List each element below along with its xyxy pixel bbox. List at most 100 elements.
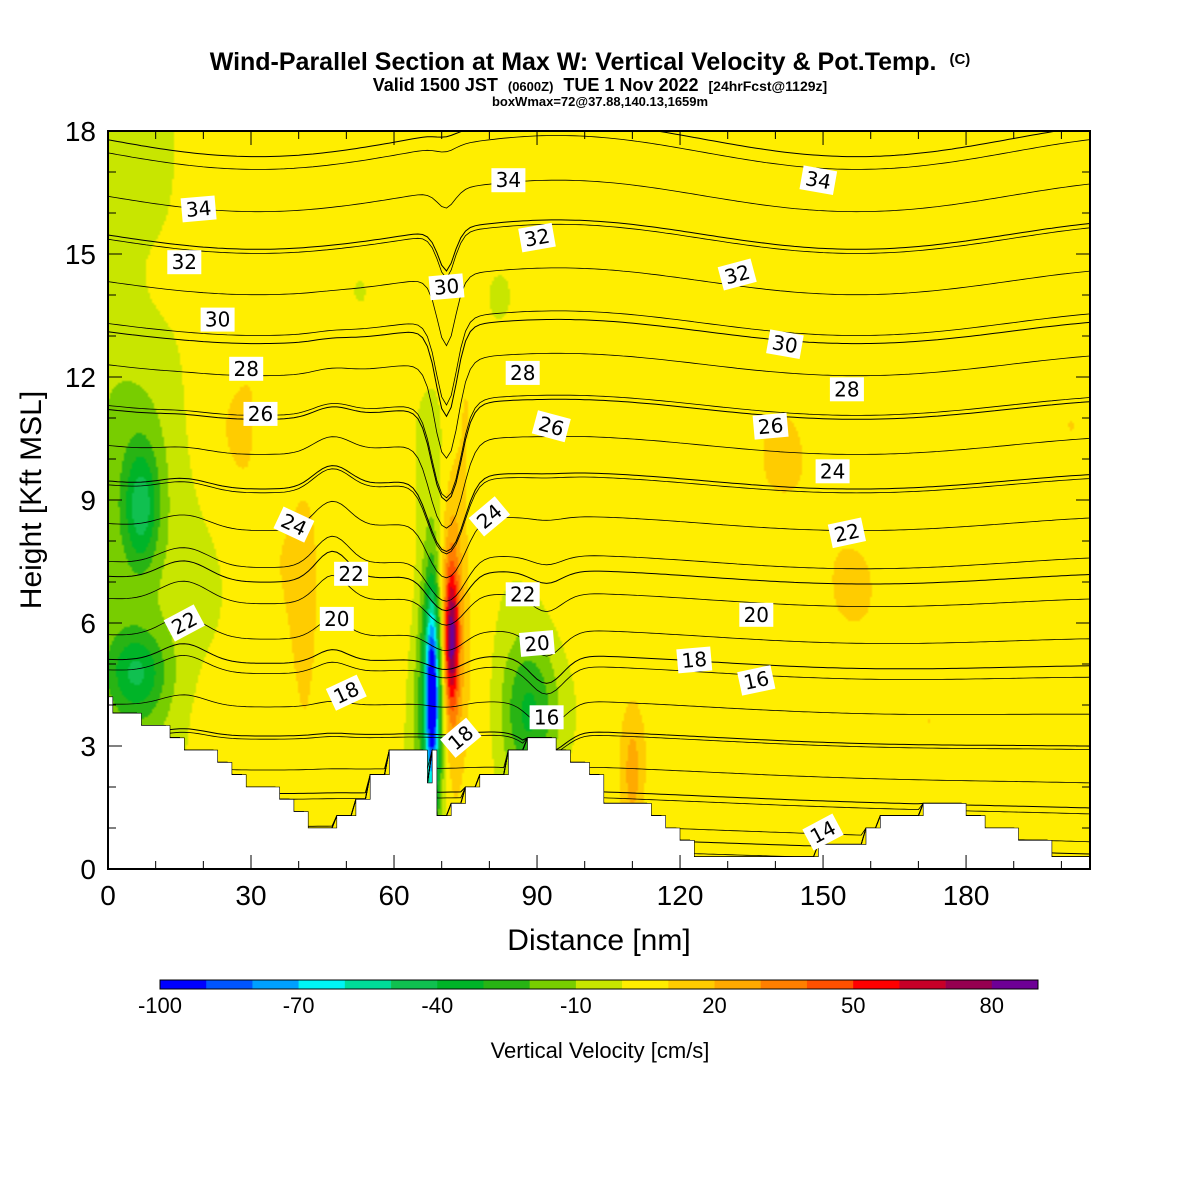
colorbar-swatch [160, 980, 207, 989]
isentrope-label-text: 28 [834, 377, 859, 401]
isentrope-label-text: 18 [681, 647, 708, 673]
title-copyright: (C) [949, 51, 970, 68]
isentrope-label-text: 20 [744, 603, 769, 627]
x-tick-label: 120 [657, 880, 704, 911]
colorbar-swatch [391, 980, 438, 989]
isentrope-minor [108, 435, 1090, 529]
x-tick-label: 30 [235, 880, 266, 911]
colorbar-swatch [806, 980, 854, 989]
title-main: Wind-Parallel Section at Max W: Vertical… [210, 48, 937, 76]
x-tick-label: 0 [100, 880, 116, 911]
chart-box-info: boxWmax=72@37.88,140.13,1659m [492, 94, 708, 109]
isentrope-32 [108, 219, 1090, 272]
isentrope-minor [108, 310, 1090, 406]
colorbar-swatch [575, 980, 623, 989]
chart-subtitle: Valid 1500 JST (0600Z) TUE 1 Nov 2022 [2… [373, 75, 827, 95]
colorbar-swatch [853, 980, 900, 989]
y-tick-label: 15 [65, 239, 96, 270]
isentrope-label-text: 34 [496, 168, 521, 192]
isentrope-minor [108, 616, 1090, 657]
isentrope-label-text: 22 [832, 518, 862, 547]
colorbar-swatch [622, 980, 669, 989]
colorbar-swatch [760, 980, 808, 989]
isentrope-label: 22 [163, 604, 205, 642]
colorbar-tick-label: -40 [421, 993, 453, 1018]
axis-ticks [107, 130, 1090, 870]
colorbar-swatch [945, 980, 993, 989]
isentrope-label-text: 16 [741, 666, 771, 695]
y-axis-label: Height [Kft MSL] [15, 391, 48, 609]
isentrope-label-text: 22 [510, 582, 535, 606]
isentrope-minor [108, 223, 1090, 280]
isentrope-minor [108, 535, 1090, 602]
isentrope-minor [108, 696, 1090, 784]
colorbar-tick-label: -100 [138, 993, 182, 1018]
isentrope-label: 30 [200, 307, 235, 332]
x-tick-label: 180 [943, 880, 990, 911]
isentrope-label: 32 [518, 222, 556, 253]
x-axis-label: Distance [nm] [507, 924, 690, 957]
isentrope-22 [108, 643, 1090, 684]
subtitle-valid: Valid 1500 JST [373, 75, 498, 95]
chart-title: Wind-Parallel Section at Max W: Vertical… [210, 48, 971, 76]
isentrope-label-text: 20 [523, 630, 550, 656]
isentrope-minor [108, 574, 1090, 626]
isentrope-minor [108, 468, 1090, 555]
isentrope-label-text: 26 [248, 402, 273, 426]
isentrope-20 [108, 696, 1090, 751]
isentrope-label-text: 24 [820, 459, 845, 483]
isentrope-30 [108, 318, 1090, 418]
isentrope-label: 20 [739, 602, 774, 627]
isentrope-label-text: 30 [770, 330, 799, 358]
y-tick-label: 18 [65, 116, 96, 147]
y-tick-label: 3 [80, 731, 96, 762]
y-tick-label: 0 [80, 854, 96, 885]
isentrope-label: 16 [529, 705, 564, 730]
isentrope-label: 22 [505, 582, 540, 607]
colorbar-swatch [899, 980, 946, 989]
y-tick-label: 9 [80, 485, 96, 516]
colorbar-swatch [668, 980, 715, 989]
terrain [107, 696, 1091, 870]
isentrope-minor [108, 135, 1090, 170]
isentrope-label: 32 [717, 258, 757, 291]
colorbar: -100 -70 -40 -10 20 50 80 [138, 979, 1039, 1018]
isentrope-26 [108, 465, 1090, 553]
isentrope-minor [108, 500, 1090, 579]
colorbar-tick-label: -10 [560, 993, 592, 1018]
isentrope-label: 32 [167, 250, 202, 275]
colorbar-tick-label: -70 [283, 993, 315, 1018]
vertical-velocity-field [108, 131, 1090, 869]
isentrope-label: 22 [334, 561, 369, 586]
isentrope-label: 34 [180, 195, 217, 223]
isentrope-minor [108, 267, 1090, 347]
isentrope-minor [108, 696, 1090, 751]
colorbar-swatch [714, 980, 762, 989]
isentrope-label: 28 [229, 356, 264, 381]
isentrope-label: 28 [829, 377, 864, 402]
isentrope-minor [108, 179, 1090, 213]
y-tick-label: 6 [80, 608, 96, 639]
isentrope-label: 24 [815, 459, 850, 484]
isentrope-label: 26 [752, 412, 789, 440]
x-tick-label: 90 [521, 880, 552, 911]
colorbar-swatch [344, 980, 392, 989]
colorbar-swatch [206, 980, 253, 989]
isentrope-minor [108, 352, 1090, 459]
isentrope-34 [108, 131, 1060, 158]
isentrope-label: 28 [505, 360, 540, 385]
isentrope-label-text: 34 [804, 166, 833, 194]
colorbar-label: Vertical Velocity [cm/s] [491, 1038, 710, 1063]
colorbar-swatch [991, 980, 1039, 989]
isentrope-label-text: 22 [338, 562, 363, 586]
isentrope-label: 16 [737, 665, 776, 696]
x-tick-label: 60 [378, 880, 409, 911]
colorbar-swatch [252, 980, 299, 989]
isentrope-label-text: 30 [433, 274, 460, 300]
isentrope-label-text: 34 [185, 196, 212, 222]
isentrope-label: 22 [827, 517, 867, 549]
isentrope-label-text: 16 [534, 705, 559, 729]
subtitle-utc: (0600Z) [508, 79, 554, 94]
isentrope-minor [108, 654, 1090, 695]
